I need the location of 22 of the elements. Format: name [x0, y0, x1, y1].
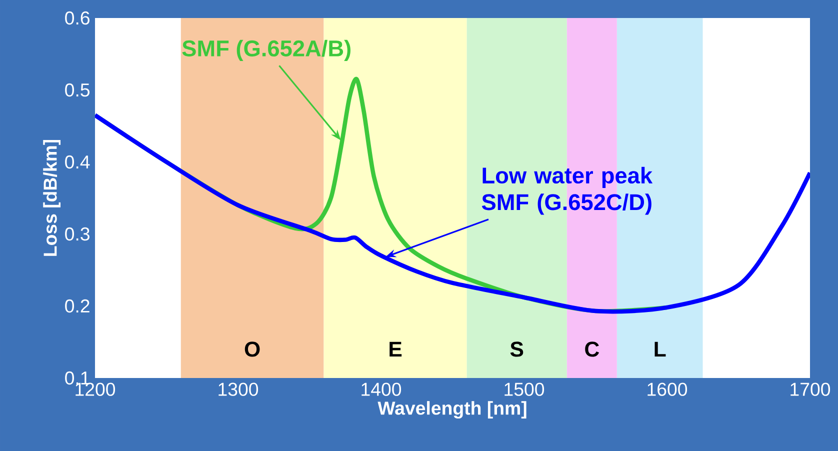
y-tick-label: 0.6: [65, 11, 90, 25]
x-tick-label: 1700: [790, 382, 830, 396]
y-axis-title: Loss [dB/km]: [43, 140, 61, 256]
x-tick-label: 1200: [76, 382, 116, 396]
band-label: S: [510, 342, 524, 357]
band-label: E: [390, 342, 402, 357]
x-tick-label: 1500: [504, 382, 544, 396]
x-axis-title: Wavelength [nm]: [378, 401, 526, 419]
band-label: L: [654, 342, 666, 357]
x-tick-label: 1600: [648, 382, 688, 396]
series-label: SMF (G.652A/B): [182, 40, 350, 61]
y-tick-label: 0.4: [65, 155, 90, 169]
y-tick-label: 0.1: [65, 371, 90, 385]
text: Low water peak SMF (G.652C/D): [482, 166, 653, 215]
line-series: [95, 113, 810, 314]
y-tick-label: 0.5: [65, 83, 90, 97]
x-tick-label: 1300: [218, 382, 258, 396]
x-tick-label: 1400: [362, 382, 402, 396]
band-label: C: [585, 342, 600, 357]
y-tick-label: 0.2: [65, 299, 90, 313]
y-tick-label: 0.3: [65, 227, 90, 241]
band-label: O: [244, 342, 260, 357]
